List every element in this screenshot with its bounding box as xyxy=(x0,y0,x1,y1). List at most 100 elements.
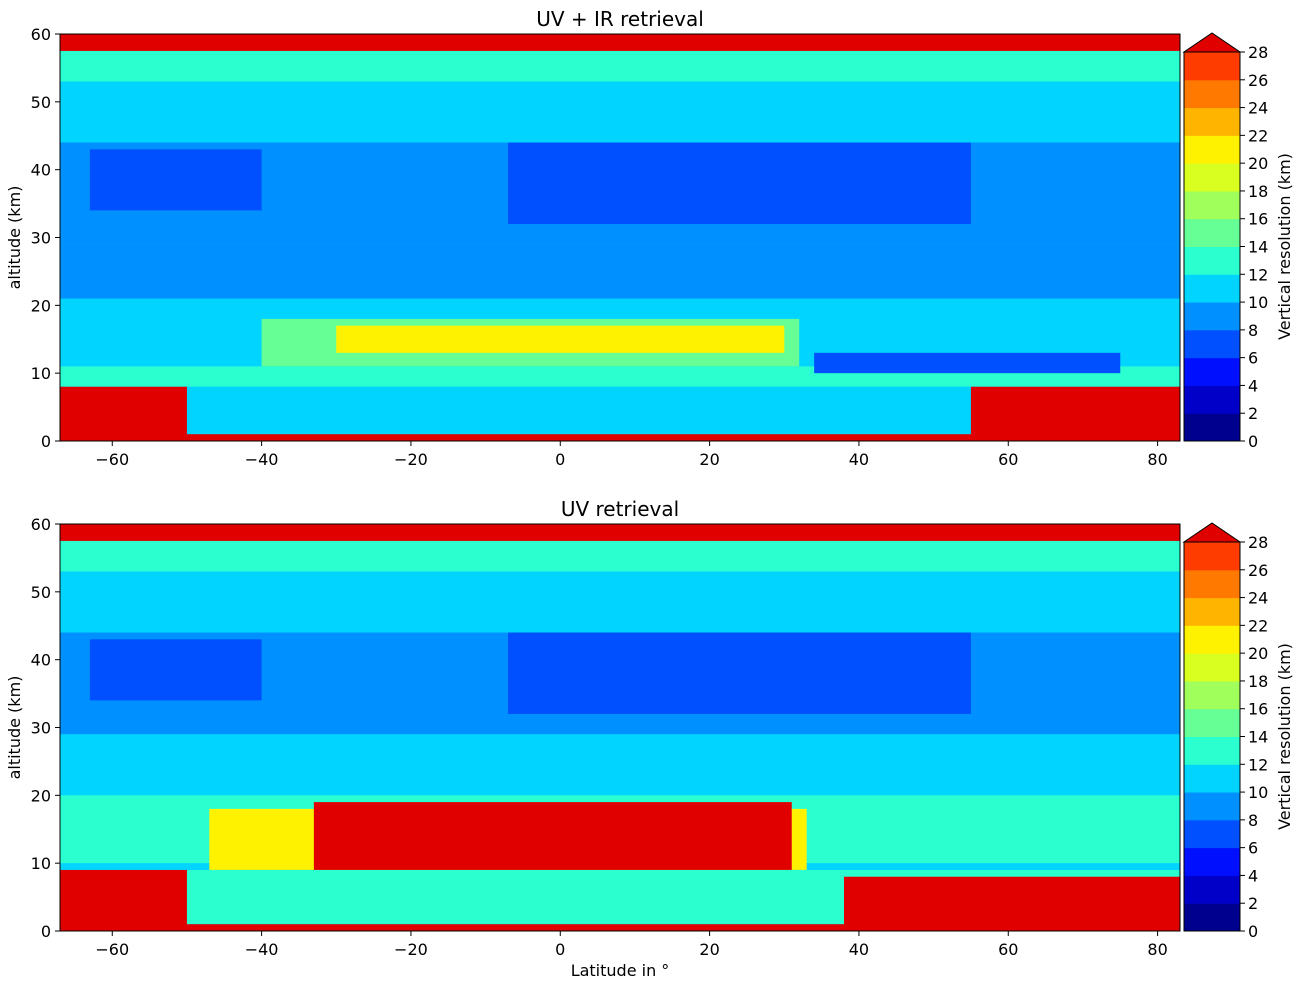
y-tick-label: 0 xyxy=(41,922,51,941)
y-tick-label: 10 xyxy=(31,854,51,873)
colorbar-tick-label: 24 xyxy=(1248,99,1268,118)
colorbar-segment xyxy=(1184,625,1240,654)
y-tick-label: 0 xyxy=(41,432,51,451)
colorbar-segment xyxy=(1184,190,1240,220)
colorbar-segment xyxy=(1184,218,1240,247)
colorbar-segment xyxy=(1184,819,1240,849)
y-tick-label: 30 xyxy=(31,719,51,738)
x-tick-label: −20 xyxy=(394,450,428,469)
colorbar-tick-label: 22 xyxy=(1248,616,1268,635)
chart-title: UV retrieval xyxy=(561,497,679,521)
colorbar-segment xyxy=(1184,385,1240,414)
x-tick-label: −20 xyxy=(394,940,428,959)
colorbar-segment xyxy=(1184,680,1240,710)
colorbar-segment xyxy=(1184,413,1240,442)
contour-region xyxy=(60,571,1180,633)
contour-region xyxy=(60,734,1180,796)
colorbar-extend-arrow xyxy=(1182,32,1242,53)
colorbar-segment xyxy=(1184,597,1240,626)
colorbar-tick-label: 8 xyxy=(1248,811,1258,830)
x-tick-label: −40 xyxy=(245,940,279,959)
colorbar-segment xyxy=(1184,329,1240,359)
contour-region xyxy=(60,386,187,441)
colorbar-tick-label: 12 xyxy=(1248,755,1268,774)
colorbar-segment xyxy=(1184,163,1240,192)
y-tick-label: 20 xyxy=(31,786,51,805)
y-axis-label: altitude (km) xyxy=(5,676,24,780)
colorbar-segment xyxy=(1184,302,1240,331)
chart-title: UV + IR retrieval xyxy=(536,7,704,31)
contour-region xyxy=(970,386,1180,441)
y-tick-label: 50 xyxy=(31,583,51,602)
colorbar-tick-label: 22 xyxy=(1248,126,1268,145)
colorbar-tick-label: 20 xyxy=(1248,644,1268,663)
colorbar-tick-label: 10 xyxy=(1248,293,1268,312)
colorbar-tick-label: 28 xyxy=(1248,533,1268,552)
contour-region xyxy=(508,142,971,224)
colorbar-tick-label: 16 xyxy=(1248,210,1268,229)
colorbar-segment xyxy=(1184,357,1240,386)
y-tick-label: 40 xyxy=(31,651,51,670)
contour-region xyxy=(60,34,1180,51)
x-tick-label: 80 xyxy=(1147,940,1167,959)
contour-region xyxy=(336,325,785,353)
contour-region xyxy=(508,632,971,714)
contour-region xyxy=(89,149,262,211)
contour-region xyxy=(89,639,262,701)
contour-region xyxy=(814,352,1121,374)
x-tick-label: −40 xyxy=(245,450,279,469)
contour-region xyxy=(844,876,1180,931)
x-tick-label: −60 xyxy=(95,940,129,959)
y-tick-label: 10 xyxy=(31,364,51,383)
colorbar-tick-label: 12 xyxy=(1248,265,1268,284)
colorbar-tick-label: 26 xyxy=(1248,71,1268,90)
colorbar-tick-label: 18 xyxy=(1248,672,1268,691)
colorbar-tick-label: 4 xyxy=(1248,376,1258,395)
colorbar-tick-label: 20 xyxy=(1248,154,1268,173)
colorbar-extend-arrow xyxy=(1182,522,1242,543)
x-tick-label: 80 xyxy=(1147,450,1167,469)
colorbar-tick-label: 6 xyxy=(1248,839,1258,858)
x-tick-label: 0 xyxy=(555,450,565,469)
y-axis-label: altitude (km) xyxy=(5,186,24,290)
y-tick-label: 60 xyxy=(31,515,51,534)
contour-region xyxy=(60,434,1180,441)
colorbar-segment xyxy=(1184,736,1240,765)
colorbar-segment xyxy=(1184,875,1240,904)
colorbar-tick-label: 14 xyxy=(1248,728,1268,747)
contour-region xyxy=(60,924,1180,931)
contour-region xyxy=(313,802,792,870)
colorbar-tick-label: 2 xyxy=(1248,894,1258,913)
x-tick-label: 60 xyxy=(998,450,1018,469)
colorbar-tick-label: 0 xyxy=(1248,922,1258,941)
colorbar-tick-label: 28 xyxy=(1248,43,1268,62)
x-tick-label: 0 xyxy=(555,940,565,959)
colorbar-tick-label: 0 xyxy=(1248,432,1258,451)
contour-region xyxy=(60,50,1180,82)
colorbar-tick-label: 8 xyxy=(1248,321,1258,340)
colorbar-segment xyxy=(1184,135,1240,164)
contour-region xyxy=(60,869,187,931)
contour-region xyxy=(60,244,1180,299)
colorbar-tick-label: 4 xyxy=(1248,866,1258,885)
colorbar-segment xyxy=(1184,653,1240,682)
colorbar-tick-label: 2 xyxy=(1248,404,1258,423)
x-tick-label: −60 xyxy=(95,450,129,469)
colorbar-segment xyxy=(1184,847,1240,876)
colorbar-tick-label: 18 xyxy=(1248,182,1268,201)
colorbar-tick-label: 24 xyxy=(1248,589,1268,608)
x-tick-label: 20 xyxy=(699,450,719,469)
colorbar-tick-label: 26 xyxy=(1248,561,1268,580)
contour-region xyxy=(60,81,1180,143)
x-tick-label: 60 xyxy=(998,940,1018,959)
y-tick-label: 40 xyxy=(31,161,51,180)
colorbar-segment xyxy=(1184,246,1240,275)
x-axis-label: Latitude in ° xyxy=(571,961,670,980)
contour-region xyxy=(60,524,1180,541)
colorbar-tick-label: 14 xyxy=(1248,238,1268,257)
colorbar-segment xyxy=(1184,708,1240,737)
contour-region xyxy=(60,540,1180,572)
colorbar-label: Vertical resolution (km) xyxy=(1275,153,1294,340)
y-tick-label: 50 xyxy=(31,93,51,112)
colorbar-segment xyxy=(1184,569,1240,599)
